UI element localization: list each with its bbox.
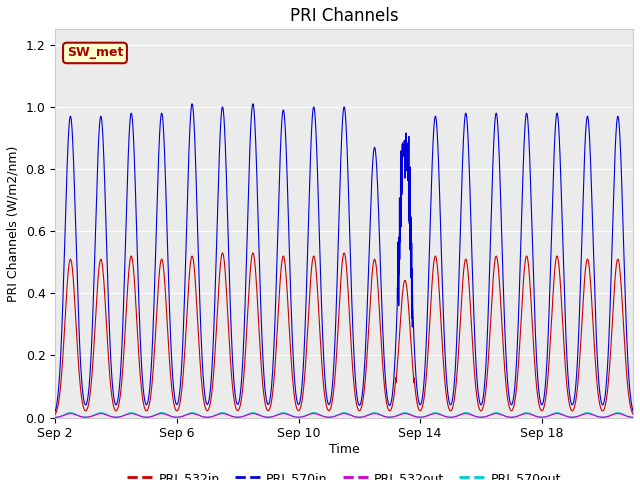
- PRI_570out: [246, 410, 254, 416]
- PRI_570in: [337, 161, 344, 167]
- PRI_532out: [545, 413, 553, 419]
- PRI_570out: [387, 414, 395, 420]
- PRI_570out: [337, 410, 344, 416]
- Line: PRI_570in: PRI_570in: [55, 104, 633, 411]
- PRI_532in: [387, 407, 395, 413]
- PRI_570in: [629, 408, 637, 414]
- PRI_532in: [51, 411, 59, 417]
- PRI_532in: [604, 389, 611, 395]
- PRI_532out: [629, 415, 637, 420]
- PRI_532out: [117, 414, 125, 420]
- PRI_570in: [604, 366, 611, 372]
- PRI_570in: [545, 313, 553, 319]
- PRI_570in: [387, 401, 395, 407]
- PRI_570out: [629, 415, 637, 420]
- PRI_532out: [604, 414, 611, 420]
- PRI_532in: [629, 411, 637, 417]
- PRI_570in: [188, 101, 196, 107]
- Text: SW_met: SW_met: [67, 47, 123, 60]
- PRI_532out: [387, 414, 395, 420]
- PRI_532in: [219, 250, 227, 256]
- X-axis label: Time: Time: [329, 443, 360, 456]
- PRI_570out: [604, 414, 611, 420]
- Y-axis label: PRI Channels (W/m2/nm): PRI Channels (W/m2/nm): [7, 145, 20, 301]
- PRI_570in: [51, 408, 59, 414]
- Line: PRI_532in: PRI_532in: [55, 253, 633, 414]
- PRI_532in: [246, 270, 254, 276]
- Legend: PRI_532in, PRI_570in, PRI_532out, PRI_570out: PRI_532in, PRI_570in, PRI_532out, PRI_57…: [122, 467, 566, 480]
- PRI_532out: [97, 411, 105, 417]
- PRI_532out: [246, 411, 254, 417]
- PRI_570in: [117, 361, 125, 367]
- PRI_570out: [97, 410, 105, 416]
- PRI_570out: [545, 413, 553, 419]
- PRI_532in: [337, 280, 344, 286]
- PRI_532in: [545, 361, 553, 367]
- Title: PRI Channels: PRI Channels: [290, 7, 399, 25]
- PRI_532out: [337, 411, 344, 417]
- Line: PRI_570out: PRI_570out: [55, 413, 633, 418]
- PRI_570out: [117, 413, 125, 419]
- Line: PRI_532out: PRI_532out: [55, 414, 633, 418]
- PRI_570out: [51, 415, 59, 420]
- PRI_570in: [246, 140, 254, 145]
- PRI_532out: [51, 415, 59, 420]
- PRI_532in: [117, 386, 125, 392]
